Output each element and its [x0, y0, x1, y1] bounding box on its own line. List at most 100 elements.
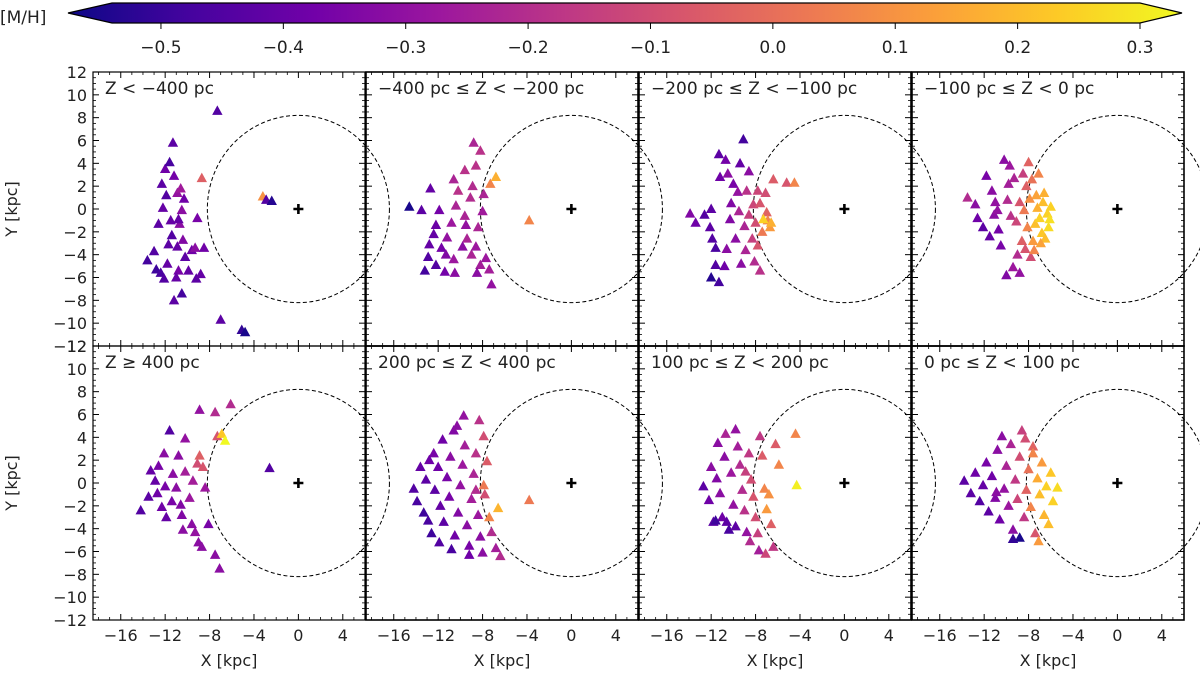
- data-point: [177, 524, 189, 534]
- data-point: [773, 459, 785, 469]
- data-point: [981, 170, 992, 180]
- data-point: [199, 482, 211, 492]
- data-point: [464, 549, 475, 559]
- data-point: [448, 253, 459, 264]
- data-point: [475, 145, 486, 155]
- data-point: [752, 527, 763, 538]
- panel-title: −200 pc ≤ Z < −100 pc: [651, 79, 857, 99]
- data-point: [745, 474, 757, 484]
- panel-frame: [638, 345, 912, 621]
- data-point: [175, 499, 186, 509]
- y-tick-label: 0: [77, 200, 87, 219]
- data-point: [998, 483, 1010, 493]
- data-point: [725, 467, 737, 477]
- data-point: [432, 461, 444, 472]
- data-point: [466, 493, 477, 503]
- data-point: [1030, 218, 1041, 228]
- data-point: [958, 475, 970, 485]
- data-point: [699, 209, 710, 219]
- galactic-center-marker: [293, 204, 304, 214]
- data-point: [721, 243, 732, 253]
- solar-circle: [1025, 388, 1200, 578]
- data-point: [142, 254, 153, 265]
- data-point: [472, 221, 484, 232]
- y-axis-label: Y [kpc]: [2, 181, 21, 238]
- data-point: [754, 197, 766, 208]
- panel-frame: [638, 71, 912, 347]
- data-point: [1012, 493, 1023, 503]
- data-point: [991, 486, 1002, 497]
- data-point: [455, 479, 466, 490]
- data-point: [192, 458, 203, 468]
- x-tick-label: −16: [650, 626, 684, 645]
- data-point: [754, 265, 766, 275]
- data-point: [478, 479, 489, 490]
- data-point: [743, 447, 755, 458]
- colorbar-tick-label: −0.2: [507, 38, 548, 58]
- data-point: [996, 430, 1008, 441]
- data-point: [1052, 482, 1063, 492]
- data-point: [972, 212, 983, 223]
- data-point: [411, 495, 423, 506]
- y-tick-label: −8: [63, 565, 87, 584]
- data-point: [437, 434, 448, 444]
- data-point: [1022, 221, 1033, 232]
- data-point: [752, 240, 763, 250]
- data-point: [747, 233, 758, 243]
- data-point: [419, 265, 431, 275]
- data-point: [712, 437, 724, 448]
- data-point: [197, 461, 209, 472]
- x-tick-label: −4: [515, 626, 539, 645]
- data-point: [705, 272, 717, 282]
- data-point: [753, 544, 765, 555]
- data-point: [468, 137, 479, 147]
- data-point: [165, 214, 176, 225]
- y-tick-label: 4: [77, 154, 87, 173]
- data-point: [705, 461, 717, 472]
- data-point: [1038, 509, 1050, 519]
- solar-circle: [752, 114, 936, 304]
- x-tick-label: −12: [967, 626, 1001, 645]
- data-point: [761, 206, 772, 217]
- colorbar-label: [M/H]: [0, 8, 46, 28]
- data-point: [720, 154, 731, 164]
- data-point: [430, 219, 442, 229]
- data-point: [703, 494, 715, 505]
- data-point: [739, 220, 750, 231]
- x-tick-label: 0: [1112, 626, 1122, 645]
- data-point: [492, 502, 504, 513]
- scatter-panel: 100 pc ≤ Z < 200 pc −16 −12 −8 −4 0 4 X [kpc]: [638, 345, 936, 670]
- y-tick-label: 8: [77, 383, 87, 402]
- colorbar-tick-label: −0.1: [630, 38, 671, 58]
- data-point: [754, 430, 766, 441]
- data-point: [439, 266, 451, 276]
- x-tick-label: −16: [104, 626, 138, 645]
- data-point: [977, 221, 989, 232]
- data-point: [446, 217, 457, 227]
- y-tick-label: 10: [67, 360, 87, 379]
- data-point: [763, 488, 775, 499]
- data-point: [179, 466, 191, 476]
- data-point: [264, 462, 275, 473]
- data-point: [1014, 267, 1025, 277]
- y-tick-label: 4: [77, 428, 87, 447]
- data-point: [215, 314, 226, 324]
- galactic-center-marker: [839, 478, 850, 488]
- data-point: [698, 480, 709, 491]
- data-point: [428, 447, 439, 458]
- y-tick-label: 6: [77, 132, 87, 151]
- data-point: [1031, 189, 1042, 200]
- x-tick-label: 0: [839, 626, 849, 645]
- y-tick-label: −6: [63, 543, 87, 562]
- y-tick-label: 12: [67, 63, 87, 82]
- data-point: [711, 472, 722, 483]
- data-point: [161, 189, 172, 200]
- data-point: [457, 459, 468, 469]
- data-point: [1007, 533, 1019, 543]
- data-point: [449, 267, 461, 277]
- data-point: [752, 185, 763, 195]
- x-tick-label: −12: [421, 626, 455, 645]
- data-point: [452, 507, 464, 517]
- data-point: [148, 245, 160, 256]
- data-point: [1045, 201, 1056, 211]
